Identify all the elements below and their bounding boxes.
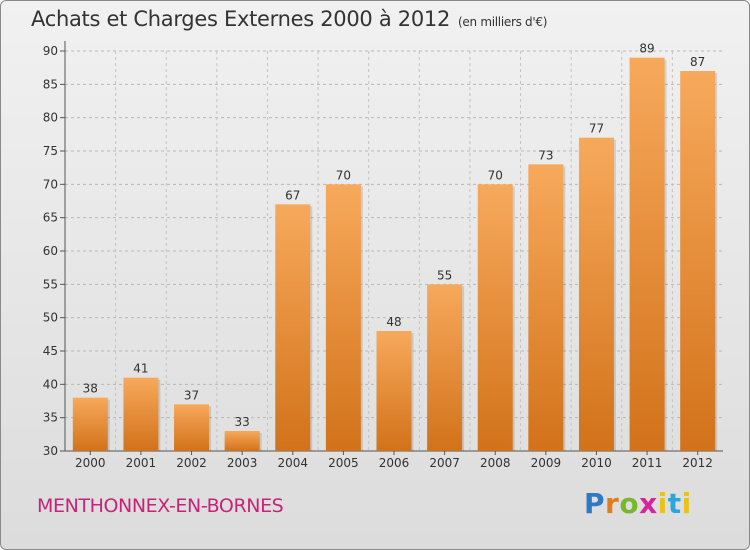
data-label: 41 [133, 362, 148, 376]
y-tick-label: 70 [43, 177, 58, 191]
y-tick-label: 50 [43, 311, 58, 325]
x-tick-label: 2005 [328, 456, 359, 470]
y-tick-label: 65 [43, 211, 58, 225]
data-label: 73 [538, 148, 553, 162]
data-label: 38 [83, 382, 98, 396]
bar [528, 164, 564, 452]
x-tick-label: 2001 [126, 456, 157, 470]
y-tick-label: 75 [43, 144, 58, 158]
bar [477, 184, 513, 452]
x-tick-label: 2006 [379, 456, 410, 470]
bar [629, 57, 665, 452]
x-tick-label: 2007 [429, 456, 460, 470]
bar [275, 204, 311, 451]
brand-letter: r [605, 487, 620, 520]
x-tick-label: 2008 [480, 456, 511, 470]
y-tick-label: 80 [43, 111, 58, 125]
data-label: 87 [690, 55, 705, 69]
brand-letter: x [639, 487, 658, 520]
brand-letter: P [584, 487, 606, 520]
x-tick-label: 2012 [682, 456, 713, 470]
bars [72, 57, 718, 452]
bar [72, 397, 108, 451]
y-tick-label: 55 [43, 277, 58, 291]
data-label: 37 [184, 388, 199, 402]
y-tick-label: 40 [43, 377, 58, 391]
bar [427, 284, 463, 451]
bar [376, 331, 412, 451]
data-label: 70 [488, 168, 503, 182]
y-tick-label: 30 [43, 444, 58, 458]
x-tick-label: 2000 [75, 456, 106, 470]
brand-letter: t [667, 487, 682, 520]
brand-logo: Proxiti [584, 487, 692, 520]
x-tick-label: 2004 [277, 456, 308, 470]
chart-title-text: Achats et Charges Externes 2000 à 2012 [31, 7, 451, 31]
x-tick-label: 2010 [581, 456, 612, 470]
data-labels: 38 41 37 33 67 70 48 55 70 73 77 89 87 [83, 42, 706, 429]
chart-subtitle: (en milliers d'€) [458, 15, 548, 29]
x-tick-label: 2003 [227, 456, 258, 470]
bar [325, 184, 361, 452]
y-tick-label: 85 [43, 77, 58, 91]
y-tick-label: 90 [43, 44, 58, 58]
x-tick-label: 2002 [176, 456, 207, 470]
bar [123, 377, 159, 451]
y-tick-label: 45 [43, 344, 58, 358]
data-label: 77 [589, 122, 604, 136]
x-tick-label: 2011 [632, 456, 663, 470]
brand-letter: i [657, 487, 668, 520]
data-label: 33 [235, 415, 250, 429]
y-tick-label: 35 [43, 411, 58, 425]
data-label: 67 [285, 188, 300, 202]
bar [578, 137, 614, 451]
data-label: 89 [639, 42, 654, 56]
brand-letter: i [681, 487, 692, 520]
data-label: 48 [386, 315, 401, 329]
x-tick-label: 2009 [531, 456, 562, 470]
bar [224, 431, 260, 451]
chart-title: Achats et Charges Externes 2000 à 2012 (e… [31, 7, 547, 31]
commune-name: MENTHONNEX-EN-BORNES [37, 495, 284, 517]
brand-letter: o [619, 487, 640, 520]
bar [680, 71, 716, 451]
axes: 30 35 40 45 50 55 60 65 70 75 80 85 90 2000 2001 2002 20… [43, 41, 723, 470]
bar [174, 404, 210, 451]
data-label: 55 [437, 268, 452, 282]
y-tick-label: 60 [43, 244, 58, 258]
data-label: 70 [336, 168, 351, 182]
